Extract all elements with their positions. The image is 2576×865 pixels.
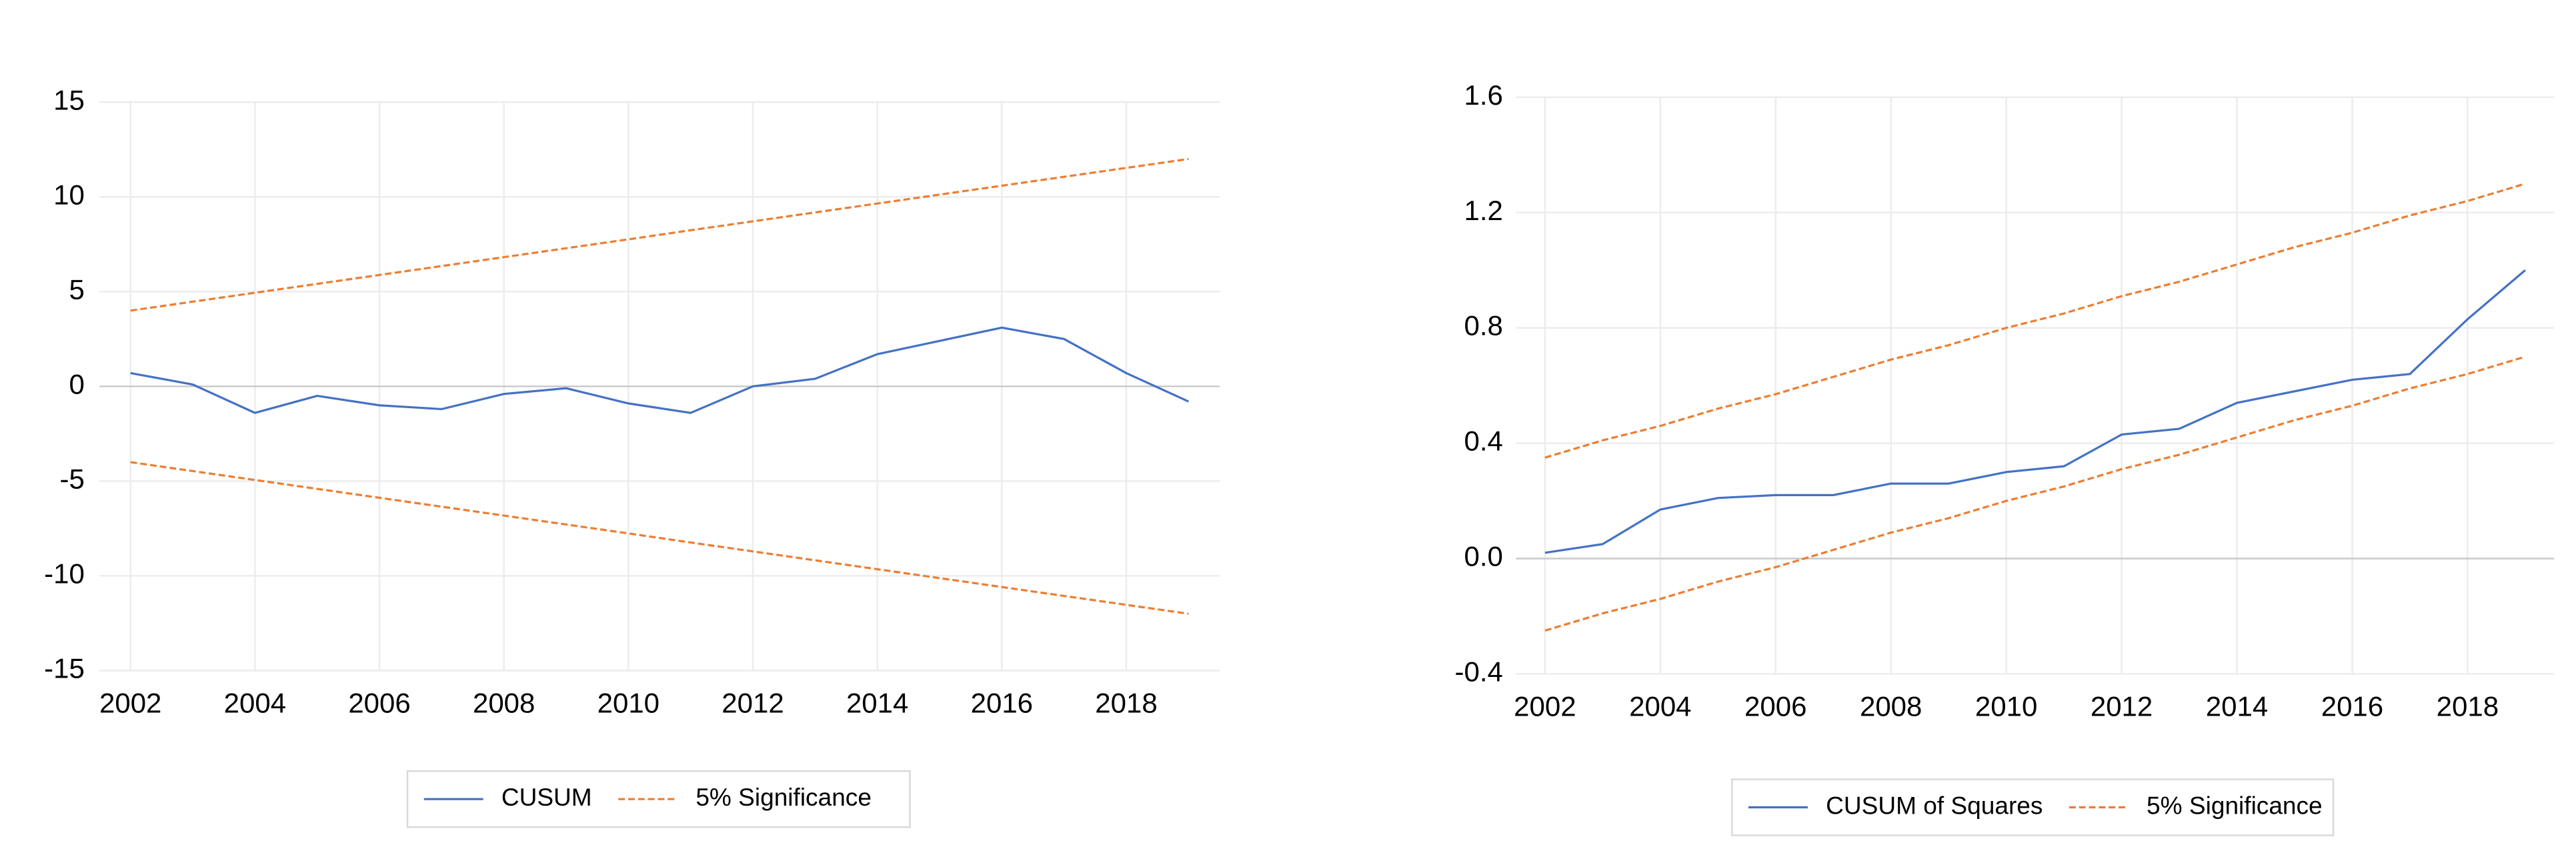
x-tick-label: 2006 — [348, 687, 410, 718]
y-tick-label: 1.2 — [1464, 195, 1503, 226]
x-tick-label: 2018 — [2437, 690, 2499, 722]
legend-label: CUSUM — [501, 783, 592, 811]
legend: CUSUM of Squares 5% Significance — [1731, 778, 2335, 836]
y-tick-label: 1.6 — [1464, 79, 1503, 111]
y-tick-label: 10 — [53, 179, 85, 210]
series-line — [1544, 182, 2526, 459]
x-tick-label: 2016 — [2321, 690, 2383, 722]
x-tick-label: 2012 — [2091, 690, 2153, 722]
x-tick-label: 2014 — [2206, 690, 2268, 722]
y-tick-label: 0.0 — [1464, 541, 1503, 572]
x-tick-label: 2010 — [1975, 690, 2037, 722]
x-tick-label: 2002 — [1514, 690, 1576, 722]
x-tick-label: 2008 — [473, 687, 535, 718]
x-tick-label: 2004 — [1629, 690, 1691, 722]
series-line — [130, 461, 1189, 615]
x-tick-label: 2006 — [1744, 690, 1806, 722]
y-tick-label: 0.4 — [1464, 425, 1503, 457]
x-tick-label: 2010 — [597, 687, 660, 718]
y-tick-label: 15 — [53, 84, 85, 115]
series-line — [1544, 355, 2526, 632]
x-tick-label: 2002 — [99, 687, 161, 718]
legend-box — [1731, 778, 2335, 836]
x-tick-label: 2008 — [1860, 690, 1922, 722]
x-tick-label: 2014 — [846, 687, 908, 718]
y-tick-label: 0.8 — [1464, 310, 1503, 341]
series-line — [1544, 269, 2526, 554]
legend-label: 5% Significance — [2147, 791, 2323, 819]
y-tick-label: -0.4 — [1455, 656, 1503, 688]
series-line — [130, 326, 1189, 414]
legend-label: CUSUM of Squares — [1826, 791, 2043, 819]
y-tick-label: 0 — [69, 368, 84, 399]
y-tick-label: -10 — [44, 558, 85, 590]
y-tick-label: -5 — [59, 463, 84, 494]
x-tick-label: 2012 — [722, 687, 784, 718]
x-tick-label: 2004 — [224, 687, 286, 718]
legend-label: 5% Significance — [696, 783, 872, 811]
x-tick-label: 2016 — [971, 687, 1033, 718]
x-tick-label: 2018 — [1095, 687, 1157, 718]
series-line — [130, 157, 1189, 312]
y-tick-label: -15 — [44, 653, 85, 684]
legend: CUSUM 5% Significance — [406, 770, 911, 828]
y-tick-label: 5 — [69, 273, 84, 305]
